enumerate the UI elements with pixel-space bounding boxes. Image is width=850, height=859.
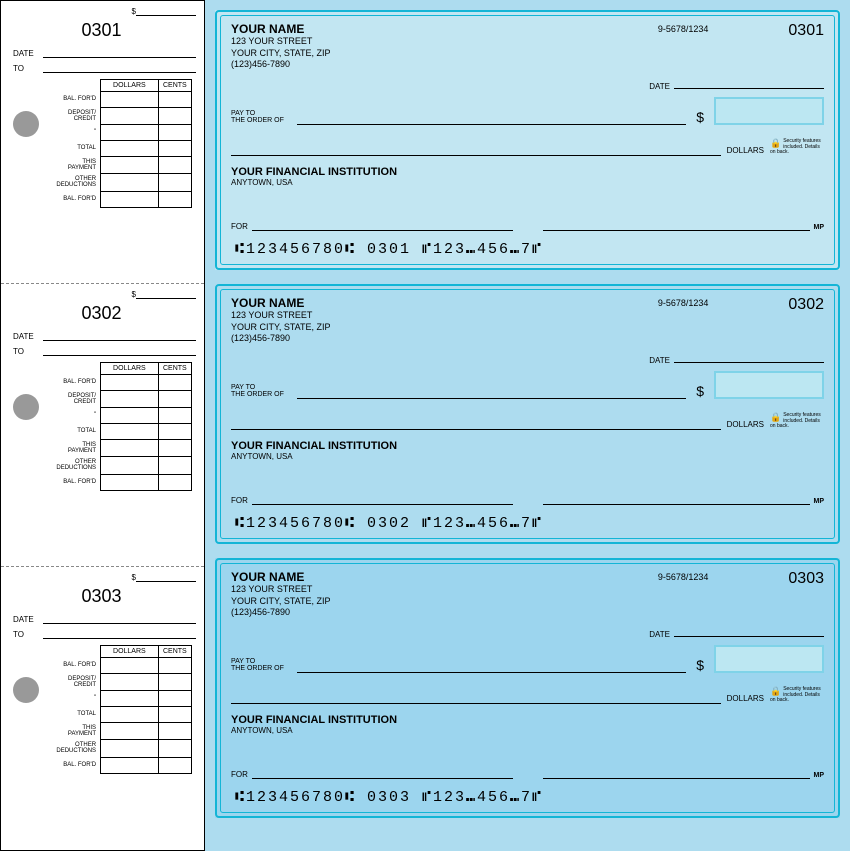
- pay-to-line: PAY TOTHE ORDER OF $: [231, 653, 824, 673]
- stub-number: 0303: [7, 586, 196, 607]
- stub-number: 0302: [7, 303, 196, 324]
- amount-words-line: DOLLARS 🔒Security features included. Det…: [231, 413, 824, 430]
- routing-fraction: 9-5678/1234: [658, 22, 709, 34]
- payer-address: 123 YOUR STREETYOUR CITY, STATE, ZIP(123…: [231, 310, 331, 345]
- stub-to-line: TO: [7, 64, 196, 73]
- payer-address: 123 YOUR STREETYOUR CITY, STATE, ZIP(123…: [231, 36, 331, 71]
- signature-line: MP: [543, 221, 825, 231]
- lock-icon: 🔒: [770, 413, 781, 423]
- binder-hole: [13, 677, 39, 703]
- stub-ledger: DOLLARSCENTS BAL. FOR'DDEPOSIT/CREDIT"TO…: [51, 645, 192, 774]
- stub-column: $ 0301 DATE TO DOLLARSCENTS BAL. FOR'DDE…: [0, 0, 205, 851]
- stub-to-line: TO: [7, 347, 196, 356]
- signature-line: MP: [543, 769, 825, 779]
- checks-column: YOUR NAME 123 YOUR STREETYOUR CITY, STAT…: [205, 0, 850, 851]
- stub-date-line: DATE: [7, 49, 196, 58]
- amount-box: [714, 371, 824, 399]
- stub-amount: $: [7, 7, 196, 16]
- payer-name: YOUR NAME: [231, 296, 331, 310]
- micr-line: ⑆123456780⑆ 0301 ⑈123⑉456⑉7⑈: [231, 241, 824, 258]
- check-wrapper: YOUR NAME 123 YOUR STREETYOUR CITY, STAT…: [215, 10, 840, 270]
- date-line: DATE: [231, 627, 824, 639]
- security-note: 🔒Security features included. Details on …: [770, 413, 824, 430]
- lock-icon: 🔒: [770, 687, 781, 697]
- stub-amount: $: [7, 573, 196, 582]
- stub-ledger: DOLLARSCENTS BAL. FOR'DDEPOSIT/CREDIT"TO…: [51, 362, 192, 491]
- binder-hole: [13, 394, 39, 420]
- stub-ledger: DOLLARSCENTS BAL. FOR'DDEPOSIT/CREDIT"TO…: [51, 79, 192, 208]
- memo-line: FOR: [231, 495, 513, 505]
- check: YOUR NAME 123 YOUR STREETYOUR CITY, STAT…: [215, 284, 840, 544]
- check-number: 0301: [788, 22, 824, 40]
- stub-number: 0301: [7, 20, 196, 41]
- check: YOUR NAME 123 YOUR STREETYOUR CITY, STAT…: [215, 10, 840, 270]
- binder-hole: [13, 111, 39, 137]
- amount-box: [714, 645, 824, 673]
- date-line: DATE: [231, 79, 824, 91]
- bank-block: YOUR FINANCIAL INSTITUTION ANYTOWN, USA: [231, 440, 824, 461]
- memo-line: FOR: [231, 769, 513, 779]
- payer-name: YOUR NAME: [231, 570, 331, 584]
- bank-block: YOUR FINANCIAL INSTITUTION ANYTOWN, USA: [231, 166, 824, 187]
- check-sheet: $ 0301 DATE TO DOLLARSCENTS BAL. FOR'DDE…: [0, 0, 850, 851]
- security-note: 🔒Security features included. Details on …: [770, 139, 824, 156]
- amount-words-line: DOLLARS 🔒Security features included. Det…: [231, 139, 824, 156]
- check-number: 0302: [788, 296, 824, 314]
- payer-name: YOUR NAME: [231, 22, 331, 36]
- micr-line: ⑆123456780⑆ 0302 ⑈123⑉456⑉7⑈: [231, 515, 824, 532]
- stub: $ 0303 DATE TO DOLLARSCENTS BAL. FOR'DDE…: [1, 567, 204, 850]
- stub-to-line: TO: [7, 630, 196, 639]
- bank-block: YOUR FINANCIAL INSTITUTION ANYTOWN, USA: [231, 714, 824, 735]
- memo-line: FOR: [231, 221, 513, 231]
- pay-to-line: PAY TOTHE ORDER OF $: [231, 379, 824, 399]
- stub-amount: $: [7, 290, 196, 299]
- micr-line: ⑆123456780⑆ 0303 ⑈123⑉456⑉7⑈: [231, 789, 824, 806]
- amount-box: [714, 97, 824, 125]
- payer-block: YOUR NAME 123 YOUR STREETYOUR CITY, STAT…: [231, 296, 331, 345]
- payer-block: YOUR NAME 123 YOUR STREETYOUR CITY, STAT…: [231, 570, 331, 619]
- signature-line: MP: [543, 495, 825, 505]
- check: YOUR NAME 123 YOUR STREETYOUR CITY, STAT…: [215, 558, 840, 818]
- stub-date-line: DATE: [7, 332, 196, 341]
- lock-icon: 🔒: [770, 139, 781, 149]
- check-wrapper: YOUR NAME 123 YOUR STREETYOUR CITY, STAT…: [215, 558, 840, 818]
- date-line: DATE: [231, 353, 824, 365]
- stub: $ 0302 DATE TO DOLLARSCENTS BAL. FOR'DDE…: [1, 284, 204, 567]
- amount-words-line: DOLLARS 🔒Security features included. Det…: [231, 687, 824, 704]
- payer-block: YOUR NAME 123 YOUR STREETYOUR CITY, STAT…: [231, 22, 331, 71]
- security-note: 🔒Security features included. Details on …: [770, 687, 824, 704]
- routing-fraction: 9-5678/1234: [658, 296, 709, 308]
- pay-to-line: PAY TOTHE ORDER OF $: [231, 105, 824, 125]
- check-wrapper: YOUR NAME 123 YOUR STREETYOUR CITY, STAT…: [215, 284, 840, 544]
- payer-address: 123 YOUR STREETYOUR CITY, STATE, ZIP(123…: [231, 584, 331, 619]
- stub: $ 0301 DATE TO DOLLARSCENTS BAL. FOR'DDE…: [1, 1, 204, 284]
- routing-fraction: 9-5678/1234: [658, 570, 709, 582]
- check-number: 0303: [788, 570, 824, 588]
- stub-date-line: DATE: [7, 615, 196, 624]
